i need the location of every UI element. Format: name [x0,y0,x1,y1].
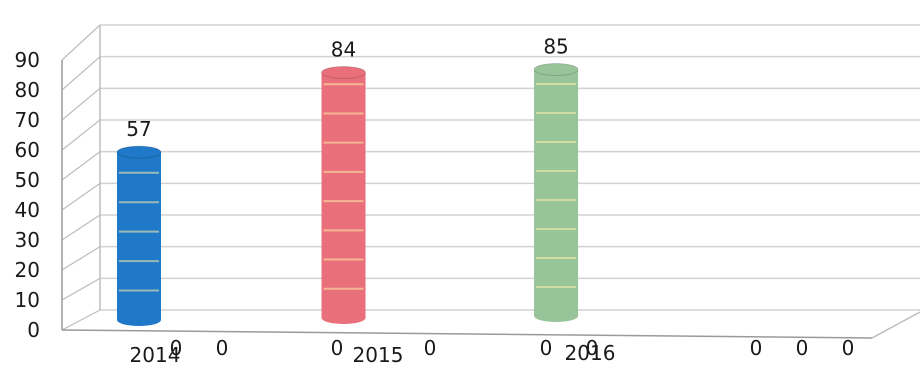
zero-labels: 0 0 0 0 0 0 0 0 0 [170,336,855,360]
bar [321,66,367,325]
y-tick-label: 20 [15,258,40,282]
zero-label: 0 [540,336,553,360]
data-label: 57 [126,117,151,141]
side-gridline [61,246,101,271]
category-labels: 2014 2015 2016 [130,341,616,367]
y-tick-label: 0 [27,318,40,342]
side-gridline [61,309,101,331]
floor-edge [871,311,921,339]
category-label: 2015 [353,343,404,367]
y-tick-label: 90 [15,48,40,72]
side-gridline [61,87,101,121]
zero-label: 0 [424,336,437,360]
category-label: 2016 [565,341,616,365]
y-tick-label: 10 [15,288,40,312]
x-axis-line [61,329,873,339]
y-tick-label: 40 [15,198,40,222]
side-gridline [61,214,101,241]
data-label: 84 [331,38,356,62]
side-gridline [61,151,101,181]
zero-label: 0 [586,336,599,360]
y-tick-label: 50 [15,168,40,192]
y-tick-label: 80 [15,78,40,102]
bars [116,63,579,326]
zero-label: 0 [331,336,344,360]
zero-label: 0 [170,336,183,360]
y-tick-label: 60 [15,138,40,162]
gridlines [61,24,920,331]
y-tick-label: 70 [15,108,40,132]
bar-top [321,66,367,80]
side-gridline [61,24,101,61]
side-gridline [61,119,101,151]
side-gridline [61,56,101,91]
data-labels: 57 84 85 [126,35,569,142]
y-tick-label: 30 [15,228,40,252]
y-axis-ticks: 0 10 20 30 40 50 60 70 80 90 [15,48,40,342]
bar-body [321,72,366,325]
zero-label: 0 [796,336,809,360]
bar-body [117,152,161,326]
zero-label: 0 [216,336,229,360]
bar [533,63,579,322]
data-label: 85 [543,35,568,59]
zero-label: 0 [842,336,855,360]
category-label: 2014 [130,343,181,367]
side-gridline [61,277,101,301]
bar-top [116,145,162,159]
side-gridline [61,182,101,211]
bar-top [533,63,579,76]
bar-body [534,69,579,322]
axes [61,25,921,339]
zero-label: 0 [750,336,763,360]
bar [116,145,162,326]
